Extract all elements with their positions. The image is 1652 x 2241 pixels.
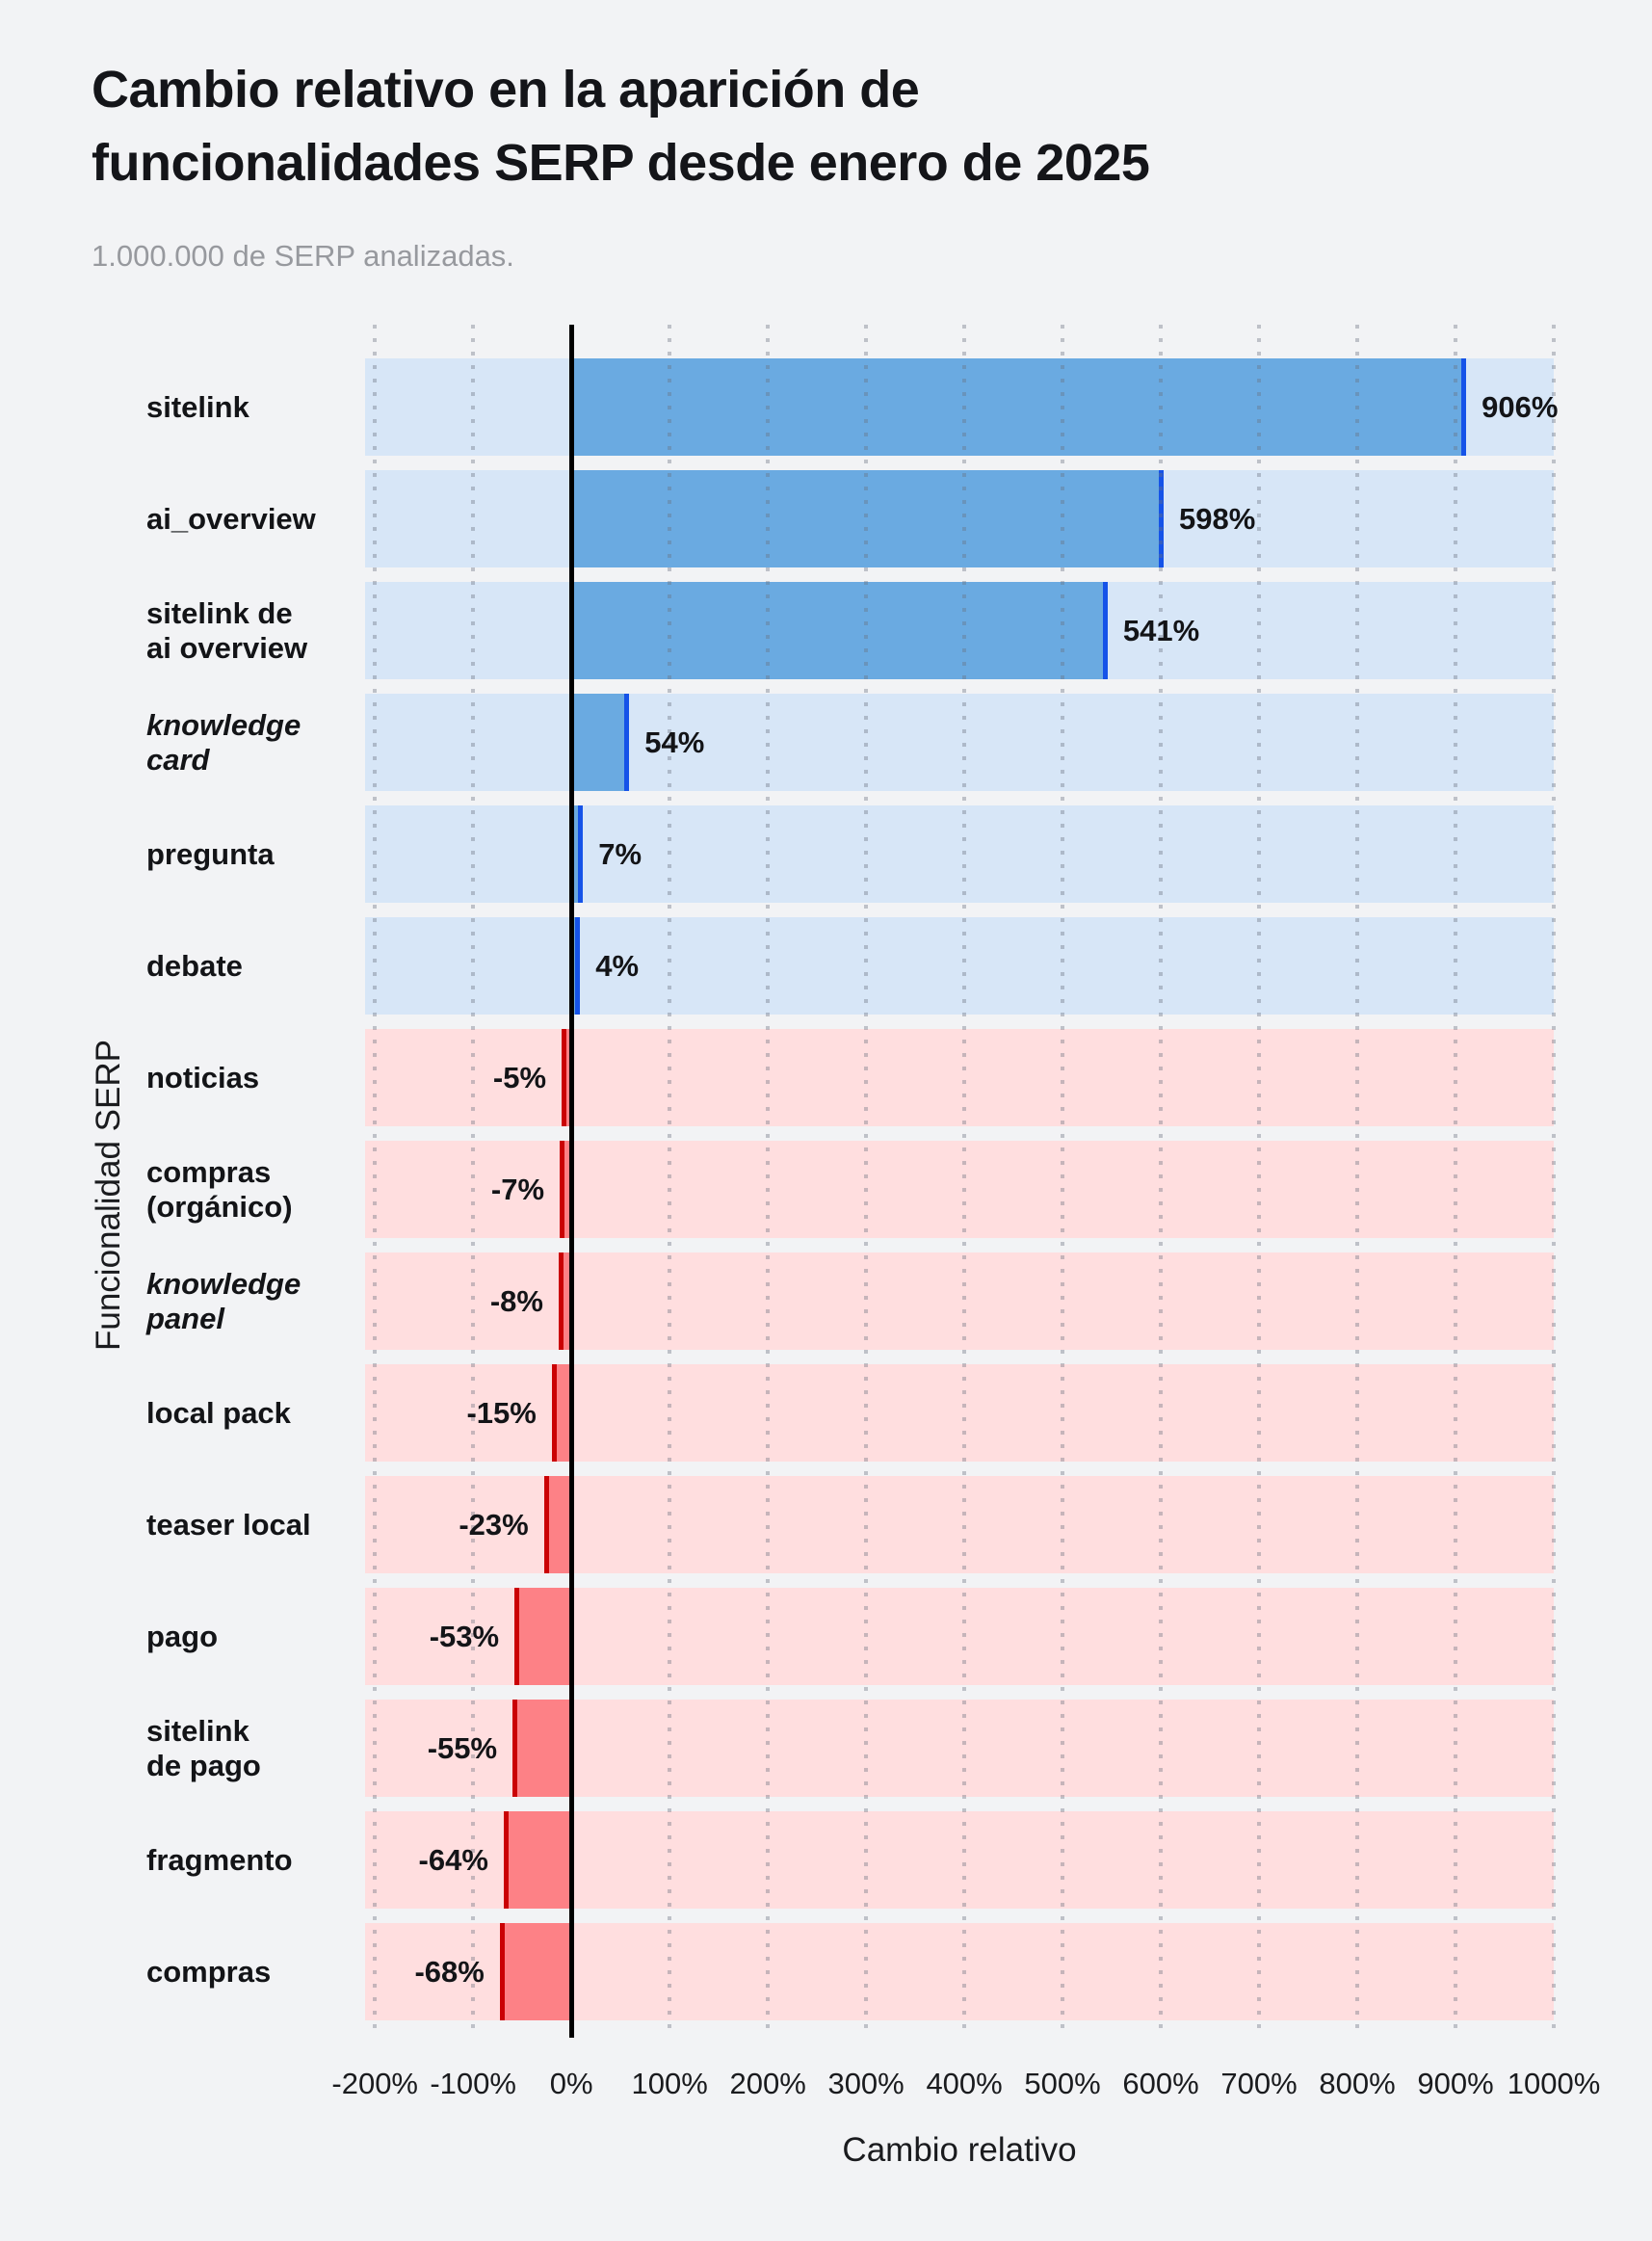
positive-bar — [571, 470, 1165, 567]
gridline — [471, 325, 476, 2038]
zero-baseline — [569, 325, 575, 2038]
value-label: -15% — [466, 1395, 537, 1430]
negative-bar — [543, 1476, 572, 1573]
category-label: fragmento — [146, 1842, 293, 1877]
y-axis-title: Funcionalidad SERP — [90, 1040, 127, 1351]
category-label: noticias — [146, 1060, 260, 1094]
value-label: 598% — [1179, 501, 1256, 536]
bar-row: teaser local -23% — [146, 1476, 1554, 1573]
value-label: -23% — [459, 1507, 529, 1542]
bar-row: ai_overview 598% — [146, 470, 1554, 567]
x-tick-label: 1000% — [1507, 2067, 1601, 2100]
x-tick-label: 700% — [1220, 2067, 1298, 2100]
bar-row: sitelink 906% — [146, 358, 1558, 456]
bar-row: fragmento -64% — [146, 1811, 1554, 1909]
negative-bar — [559, 1252, 572, 1350]
x-tick-label: 900% — [1417, 2067, 1494, 2100]
bar-row: debate 4% — [146, 917, 1554, 1015]
x-tick-label: 100% — [631, 2067, 708, 2100]
x-axis-title: Cambio relativo — [842, 2131, 1077, 2169]
bar-row: pregunta 7% — [146, 805, 1554, 903]
gridline — [1061, 325, 1065, 2038]
gridline — [962, 325, 967, 2038]
value-label: 54% — [644, 725, 705, 759]
gridline — [1257, 325, 1262, 2038]
chart-subtitle: 1.000.000 de SERP analizadas. — [92, 239, 514, 273]
positive-bar — [571, 805, 584, 903]
gridline — [1159, 325, 1164, 2038]
chart-title-line-1: Cambio relativo en la aparición de — [92, 61, 920, 119]
value-label: 4% — [595, 948, 640, 983]
value-label: 541% — [1122, 613, 1200, 647]
x-tick-label: 800% — [1319, 2067, 1396, 2100]
negative-bar — [560, 1141, 572, 1238]
x-tick-label: 0% — [549, 2067, 593, 2100]
gridline — [668, 325, 672, 2038]
value-label: -53% — [429, 1619, 500, 1653]
positive-bar — [571, 917, 581, 1015]
value-label: 906% — [1482, 389, 1559, 424]
category-label: sitelink de pago — [146, 1713, 261, 1782]
category-label: local pack — [146, 1395, 291, 1430]
negative-bar — [499, 1923, 572, 2020]
bar-row: knowledge panel -8% — [146, 1252, 1554, 1350]
category-label: debate — [146, 948, 243, 983]
chart-title-line-2: funcionalidades SERP desde enero de 2025 — [92, 134, 1150, 192]
category-label: knowledge card — [146, 707, 302, 777]
bar-row: sitelink de ai overview 541% — [146, 582, 1554, 679]
x-tick-label: 400% — [926, 2067, 1003, 2100]
gridline — [373, 325, 378, 2038]
gridline — [1454, 325, 1458, 2038]
value-label: -5% — [492, 1060, 547, 1094]
plot-area: sitelink 906% ai_overview 598% sitelink de a… — [146, 325, 1600, 2100]
category-label: pregunta — [146, 836, 275, 871]
category-label: sitelink de ai overview — [146, 595, 308, 665]
positive-bar — [571, 582, 1108, 679]
x-tick-label: 300% — [827, 2067, 905, 2100]
value-label: -7% — [490, 1172, 545, 1206]
value-label: -55% — [427, 1730, 498, 1765]
x-tick-label: -100% — [430, 2067, 516, 2100]
positive-bar — [571, 358, 1467, 456]
positive-track — [365, 805, 1554, 903]
negative-track — [365, 1252, 1554, 1350]
value-label: -8% — [489, 1283, 543, 1318]
bar-row: pago -53% — [146, 1588, 1554, 1685]
value-label: -64% — [418, 1842, 488, 1877]
x-tick-label: 200% — [729, 2067, 806, 2100]
bar-row: local pack -15% — [146, 1364, 1554, 1462]
bar-row: noticias -5% — [146, 1029, 1554, 1126]
gridline — [766, 325, 771, 2038]
value-label: 7% — [598, 836, 642, 871]
category-label: knowledge panel — [146, 1266, 302, 1335]
negative-bar — [551, 1364, 572, 1462]
positive-track — [365, 694, 1554, 791]
category-label: compras — [146, 1954, 272, 1989]
negative-bar — [562, 1029, 572, 1126]
x-tick-label: 600% — [1122, 2067, 1199, 2100]
category-label: ai_overview — [146, 501, 316, 536]
positive-track — [365, 917, 1554, 1015]
category-label: sitelink — [146, 389, 249, 424]
value-label: -68% — [414, 1954, 485, 1989]
category-label: compras (orgánico) — [146, 1154, 293, 1224]
bar-row: compras (orgánico) -7% — [146, 1141, 1554, 1238]
bar-row: compras -68% — [146, 1923, 1554, 2020]
bar-row: knowledge card 54% — [146, 694, 1554, 791]
category-label: teaser local — [146, 1507, 311, 1542]
negative-track — [365, 1364, 1554, 1462]
negative-bar — [512, 1700, 572, 1797]
chart-title: Cambio relativo en la aparición de funci… — [92, 53, 1556, 199]
gridline — [864, 325, 869, 2038]
positive-bar — [571, 694, 630, 791]
x-tick-label: 500% — [1024, 2067, 1101, 2100]
negative-bar — [514, 1588, 572, 1685]
category-label: pago — [146, 1619, 219, 1653]
gridline — [1552, 325, 1556, 2038]
x-tick-label: -200% — [331, 2067, 418, 2100]
negative-bar — [503, 1811, 572, 1909]
gridline — [1355, 325, 1360, 2038]
bar-row: sitelink de pago -55% — [146, 1700, 1554, 1797]
